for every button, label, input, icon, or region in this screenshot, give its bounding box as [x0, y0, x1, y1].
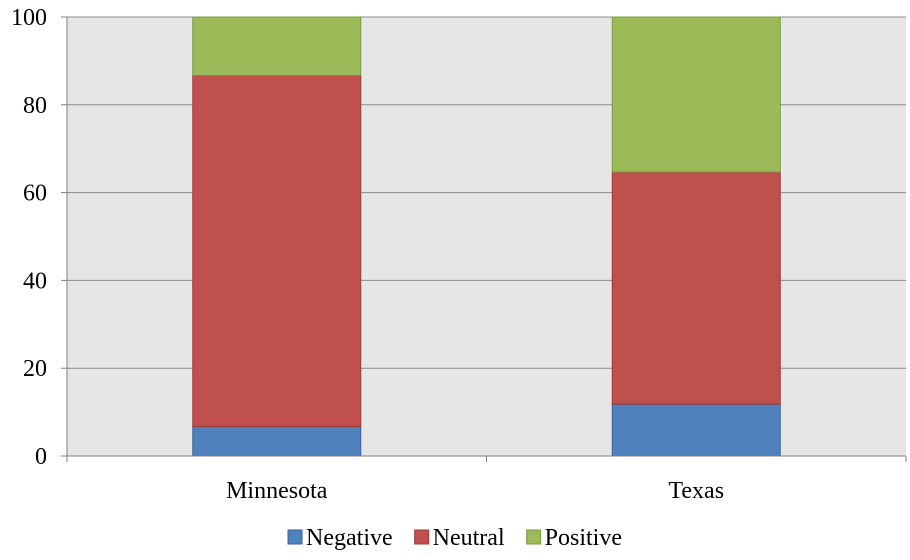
y-axis-ticks: 0 20 40 60 80 100: [11, 5, 67, 470]
legend-swatch-negative: [287, 529, 303, 545]
y-tick-label-20: 20: [23, 356, 47, 382]
y-tick-label-100: 100: [11, 5, 47, 31]
x-axis-categories: Minnesota Texas: [66, 456, 907, 504]
legend-label-neutral: Neutral: [433, 525, 505, 551]
legend-label-positive: Positive: [545, 525, 622, 551]
bar-texas-neutral: [611, 171, 781, 405]
bar-stacks: [192, 16, 781, 457]
bar-minnesota-neutral: [192, 74, 362, 428]
y-tick-label-0: 0: [35, 444, 47, 470]
x-category-label-minnesota: Minnesota: [226, 478, 328, 504]
bar-texas-negative: [611, 403, 781, 457]
y-tick-label-60: 60: [23, 181, 47, 207]
x-category-label-texas: Texas: [668, 478, 724, 504]
bar-minnesota-positive: [192, 16, 362, 76]
legend-swatch-neutral: [414, 529, 430, 545]
y-tick-label-80: 80: [23, 93, 47, 119]
legend-item-neutral: Neutral: [414, 525, 505, 551]
legend-swatch-positive: [526, 529, 542, 545]
y-tick-label-40: 40: [23, 268, 47, 294]
legend: Negative Neutral Positive: [287, 525, 622, 551]
bar-texas-positive: [611, 16, 781, 173]
legend-item-positive: Positive: [526, 525, 622, 551]
legend-item-negative: Negative: [287, 525, 393, 551]
bar-minnesota-negative: [192, 426, 362, 457]
legend-label-negative: Negative: [306, 525, 393, 551]
